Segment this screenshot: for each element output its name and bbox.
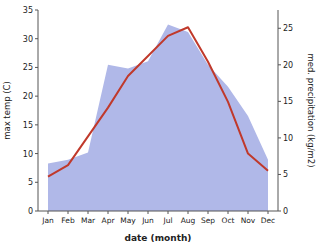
x-tick xyxy=(68,211,69,214)
x-axis-label: date (month) xyxy=(125,233,192,243)
x-tick-label: Nov xyxy=(241,216,256,225)
x-tick-label: Sep xyxy=(201,216,215,225)
precip-area xyxy=(48,25,268,211)
x-tick xyxy=(268,211,269,214)
left-tick-label: 5 xyxy=(28,178,33,187)
left-tick xyxy=(35,153,38,154)
right-tick-label: 0 xyxy=(283,207,288,216)
x-tick-label: Apr xyxy=(102,216,116,225)
left-tick xyxy=(35,96,38,97)
x-tick xyxy=(248,211,249,214)
left-tick xyxy=(35,10,38,11)
right-axis-line xyxy=(278,10,279,211)
x-tick xyxy=(128,211,129,214)
x-axis-line xyxy=(38,211,278,212)
x-tick xyxy=(148,211,149,214)
chart-container: 0 5 10 15 20 25 30 35 0 5 10 15 20 25 Jan Feb Mar Apr May J… xyxy=(0,0,318,247)
x-tick-label: Dec xyxy=(261,216,276,225)
left-tick-label: 25 xyxy=(23,63,33,72)
right-tick-label: 15 xyxy=(283,97,293,106)
x-tick-label: Jan xyxy=(41,216,54,225)
right-tick-label: 10 xyxy=(283,134,293,143)
left-tick xyxy=(35,211,38,212)
left-tick-label: 35 xyxy=(23,6,33,15)
right-tick xyxy=(278,28,281,29)
chart: 0 5 10 15 20 25 30 35 0 5 10 15 20 25 Jan Feb Mar Apr May J… xyxy=(0,0,318,247)
left-tick-label: 20 xyxy=(23,92,33,101)
x-tick-label: Jun xyxy=(141,216,154,225)
right-tick xyxy=(278,101,281,102)
x-tick xyxy=(168,211,169,214)
left-tick xyxy=(35,38,38,39)
left-axis-label: max temp (C) xyxy=(2,81,12,140)
x-tick xyxy=(48,211,49,214)
plot-area xyxy=(48,25,268,211)
left-tick xyxy=(35,67,38,68)
x-tick-label: Mar xyxy=(81,216,96,225)
x-tick xyxy=(228,211,229,214)
right-tick xyxy=(278,64,281,65)
left-tick-label: 0 xyxy=(28,207,33,216)
x-tick-label: Jul xyxy=(162,216,172,225)
left-tick xyxy=(35,182,38,183)
right-tick-label: 5 xyxy=(283,170,288,179)
x-tick xyxy=(188,211,189,214)
x-tick xyxy=(108,211,109,214)
left-tick-label: 30 xyxy=(23,35,33,44)
right-tick xyxy=(278,137,281,138)
left-tick-label: 15 xyxy=(23,121,33,130)
x-tick-label: Oct xyxy=(222,216,235,225)
left-axis-line xyxy=(38,10,39,211)
right-axis-label: med. precipitation (kg/m2) xyxy=(306,53,316,167)
x-tick xyxy=(88,211,89,214)
left-tick xyxy=(35,124,38,125)
right-tick-label: 20 xyxy=(283,61,293,70)
x-tick xyxy=(208,211,209,214)
right-tick-label: 25 xyxy=(283,24,293,33)
right-tick xyxy=(278,211,281,212)
temp-line xyxy=(48,27,268,176)
x-tick-label: Feb xyxy=(61,216,75,225)
right-tick xyxy=(278,174,281,175)
x-tick-label: Aug xyxy=(181,216,196,225)
x-tick-label: May xyxy=(120,216,136,225)
left-tick-label: 10 xyxy=(23,150,33,159)
